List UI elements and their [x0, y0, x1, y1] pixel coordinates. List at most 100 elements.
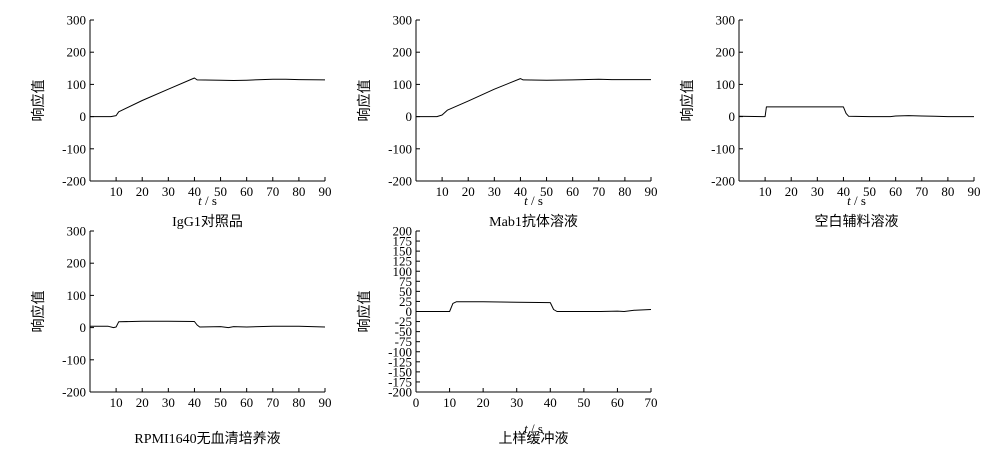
- y-tick-label: 175: [393, 234, 413, 249]
- x-tick-label: 50: [214, 395, 227, 410]
- y-tick-label: 100: [67, 77, 87, 92]
- y-tick-label: 0: [729, 109, 736, 124]
- y-tick-label: 0: [80, 320, 87, 335]
- x-axis-label: t / s: [847, 193, 866, 208]
- y-tick-label: 0: [406, 109, 413, 124]
- x-tick-label: 80: [292, 395, 305, 410]
- x-tick-label: 60: [240, 395, 253, 410]
- x-tick-label: 80: [618, 184, 631, 199]
- response-curve: [738, 106, 974, 118]
- x-tick-label: 50: [577, 395, 590, 410]
- x-axis-label: t / s: [524, 421, 543, 436]
- y-tick-label: 0: [80, 109, 87, 124]
- panel-caption: 空白辅料溶液: [815, 214, 899, 230]
- y-tick-label: 50: [399, 284, 412, 299]
- x-tick-label: 20: [785, 184, 798, 199]
- panel-caption: RPMI1640无血清培养液: [134, 431, 280, 447]
- y-tick-label: 200: [67, 45, 87, 60]
- x-tick-label: 60: [566, 184, 579, 199]
- x-tick-label: 30: [510, 395, 523, 410]
- y-tick-label: 200: [67, 256, 87, 271]
- x-tick-label: 40: [188, 184, 201, 199]
- y-tick-label: 200: [393, 224, 413, 239]
- y-tick-label: 300: [716, 13, 736, 28]
- chart-panel-4: -200 -100 0 100 200 300 10 20 30 40 50 60 70 80 90 响应值 R…: [30, 224, 332, 448]
- y-tick-label: -125: [388, 354, 412, 369]
- x-tick-label: 60: [889, 184, 902, 199]
- x-tick-label: 10: [436, 184, 449, 199]
- x-tick-label: 50: [863, 184, 876, 199]
- y-axis-label: 响应值: [679, 80, 696, 122]
- x-tick-label: 10: [110, 184, 123, 199]
- x-tick-label: 10: [110, 395, 123, 410]
- y-tick-label: -200: [711, 174, 735, 189]
- x-tick-label: 20: [136, 184, 149, 199]
- y-tick-label: -100: [388, 141, 412, 156]
- x-axis-label: t / s: [198, 193, 217, 208]
- y-tick-label: -200: [62, 174, 86, 189]
- x-tick-label: 20: [136, 395, 149, 410]
- x-tick-label: 10: [759, 184, 772, 199]
- x-tick-label: 60: [240, 184, 253, 199]
- chart-panel-5: -200-175-150-125-100-75-50-2502550751001…: [356, 224, 658, 448]
- y-tick-label: 150: [393, 244, 413, 259]
- y-tick-label: -150: [388, 364, 412, 379]
- x-tick-label: 90: [645, 184, 658, 199]
- x-tick-label: 30: [162, 184, 175, 199]
- x-tick-label: 20: [462, 184, 475, 199]
- y-tick-label: 0: [406, 304, 413, 319]
- x-tick-label: 70: [266, 184, 279, 199]
- y-tick-label: -100: [388, 344, 412, 359]
- x-tick-label: 70: [645, 395, 658, 410]
- x-tick-label: 40: [188, 395, 201, 410]
- y-tick-label: 100: [393, 77, 413, 92]
- y-tick-label: -200: [62, 385, 86, 400]
- y-axis-label: 响应值: [30, 80, 47, 122]
- y-tick-label: 300: [393, 13, 413, 28]
- y-tick-label: -25: [395, 314, 412, 329]
- panel-caption: IgG1对照品: [172, 214, 243, 230]
- x-tick-label: 90: [968, 184, 981, 199]
- panel-caption: Mab1抗体溶液: [489, 214, 578, 230]
- response-curve: [90, 320, 326, 329]
- y-tick-label: 300: [67, 224, 87, 239]
- x-tick-label: 20: [477, 395, 490, 410]
- x-tick-label: 50: [214, 184, 227, 199]
- x-tick-label: 40: [837, 184, 850, 199]
- x-tick-label: 50: [540, 184, 553, 199]
- y-tick-label: -200: [388, 385, 412, 400]
- response-curve: [416, 301, 652, 312]
- chart-panel-1: -200 -100 0 100 200 300 10 20 30 40 50 60 70 80 90 t / …: [30, 13, 332, 231]
- x-tick-label: 0: [413, 395, 420, 410]
- x-tick-label: 40: [544, 395, 557, 410]
- y-tick-label: -200: [388, 174, 412, 189]
- x-axis-label: t / s: [524, 193, 543, 208]
- y-tick-label: 125: [393, 254, 413, 269]
- y-tick-label: 100: [716, 77, 736, 92]
- x-tick-label: 90: [319, 395, 332, 410]
- y-tick-label: 300: [67, 13, 87, 28]
- x-tick-label: 30: [162, 395, 175, 410]
- x-tick-label: 80: [292, 184, 305, 199]
- response-curve: [416, 78, 651, 118]
- x-tick-label: 70: [592, 184, 605, 199]
- x-tick-label: 90: [319, 184, 332, 199]
- y-tick-label: 100: [393, 264, 413, 279]
- x-tick-label: 60: [611, 395, 624, 410]
- x-tick-label: 10: [443, 395, 456, 410]
- y-tick-label: -100: [62, 141, 86, 156]
- response-curve: [90, 77, 326, 118]
- panel-caption: 上样缓冲液: [499, 431, 569, 447]
- y-tick-label: 25: [399, 294, 412, 309]
- chart-panel-2: -200 -100 0 100 200 300 10 20 30 40 50 60 70 80 90 t / …: [356, 13, 658, 231]
- y-tick-label: -100: [62, 352, 86, 367]
- y-tick-label: -75: [395, 334, 412, 349]
- y-tick-label: 100: [67, 288, 87, 303]
- y-tick-label: 75: [399, 274, 412, 289]
- x-tick-label: 70: [266, 395, 279, 410]
- y-tick-label: -50: [395, 324, 412, 339]
- y-tick-label: -100: [711, 141, 735, 156]
- y-axis-label: 响应值: [356, 80, 373, 122]
- y-tick-label: 200: [716, 45, 736, 60]
